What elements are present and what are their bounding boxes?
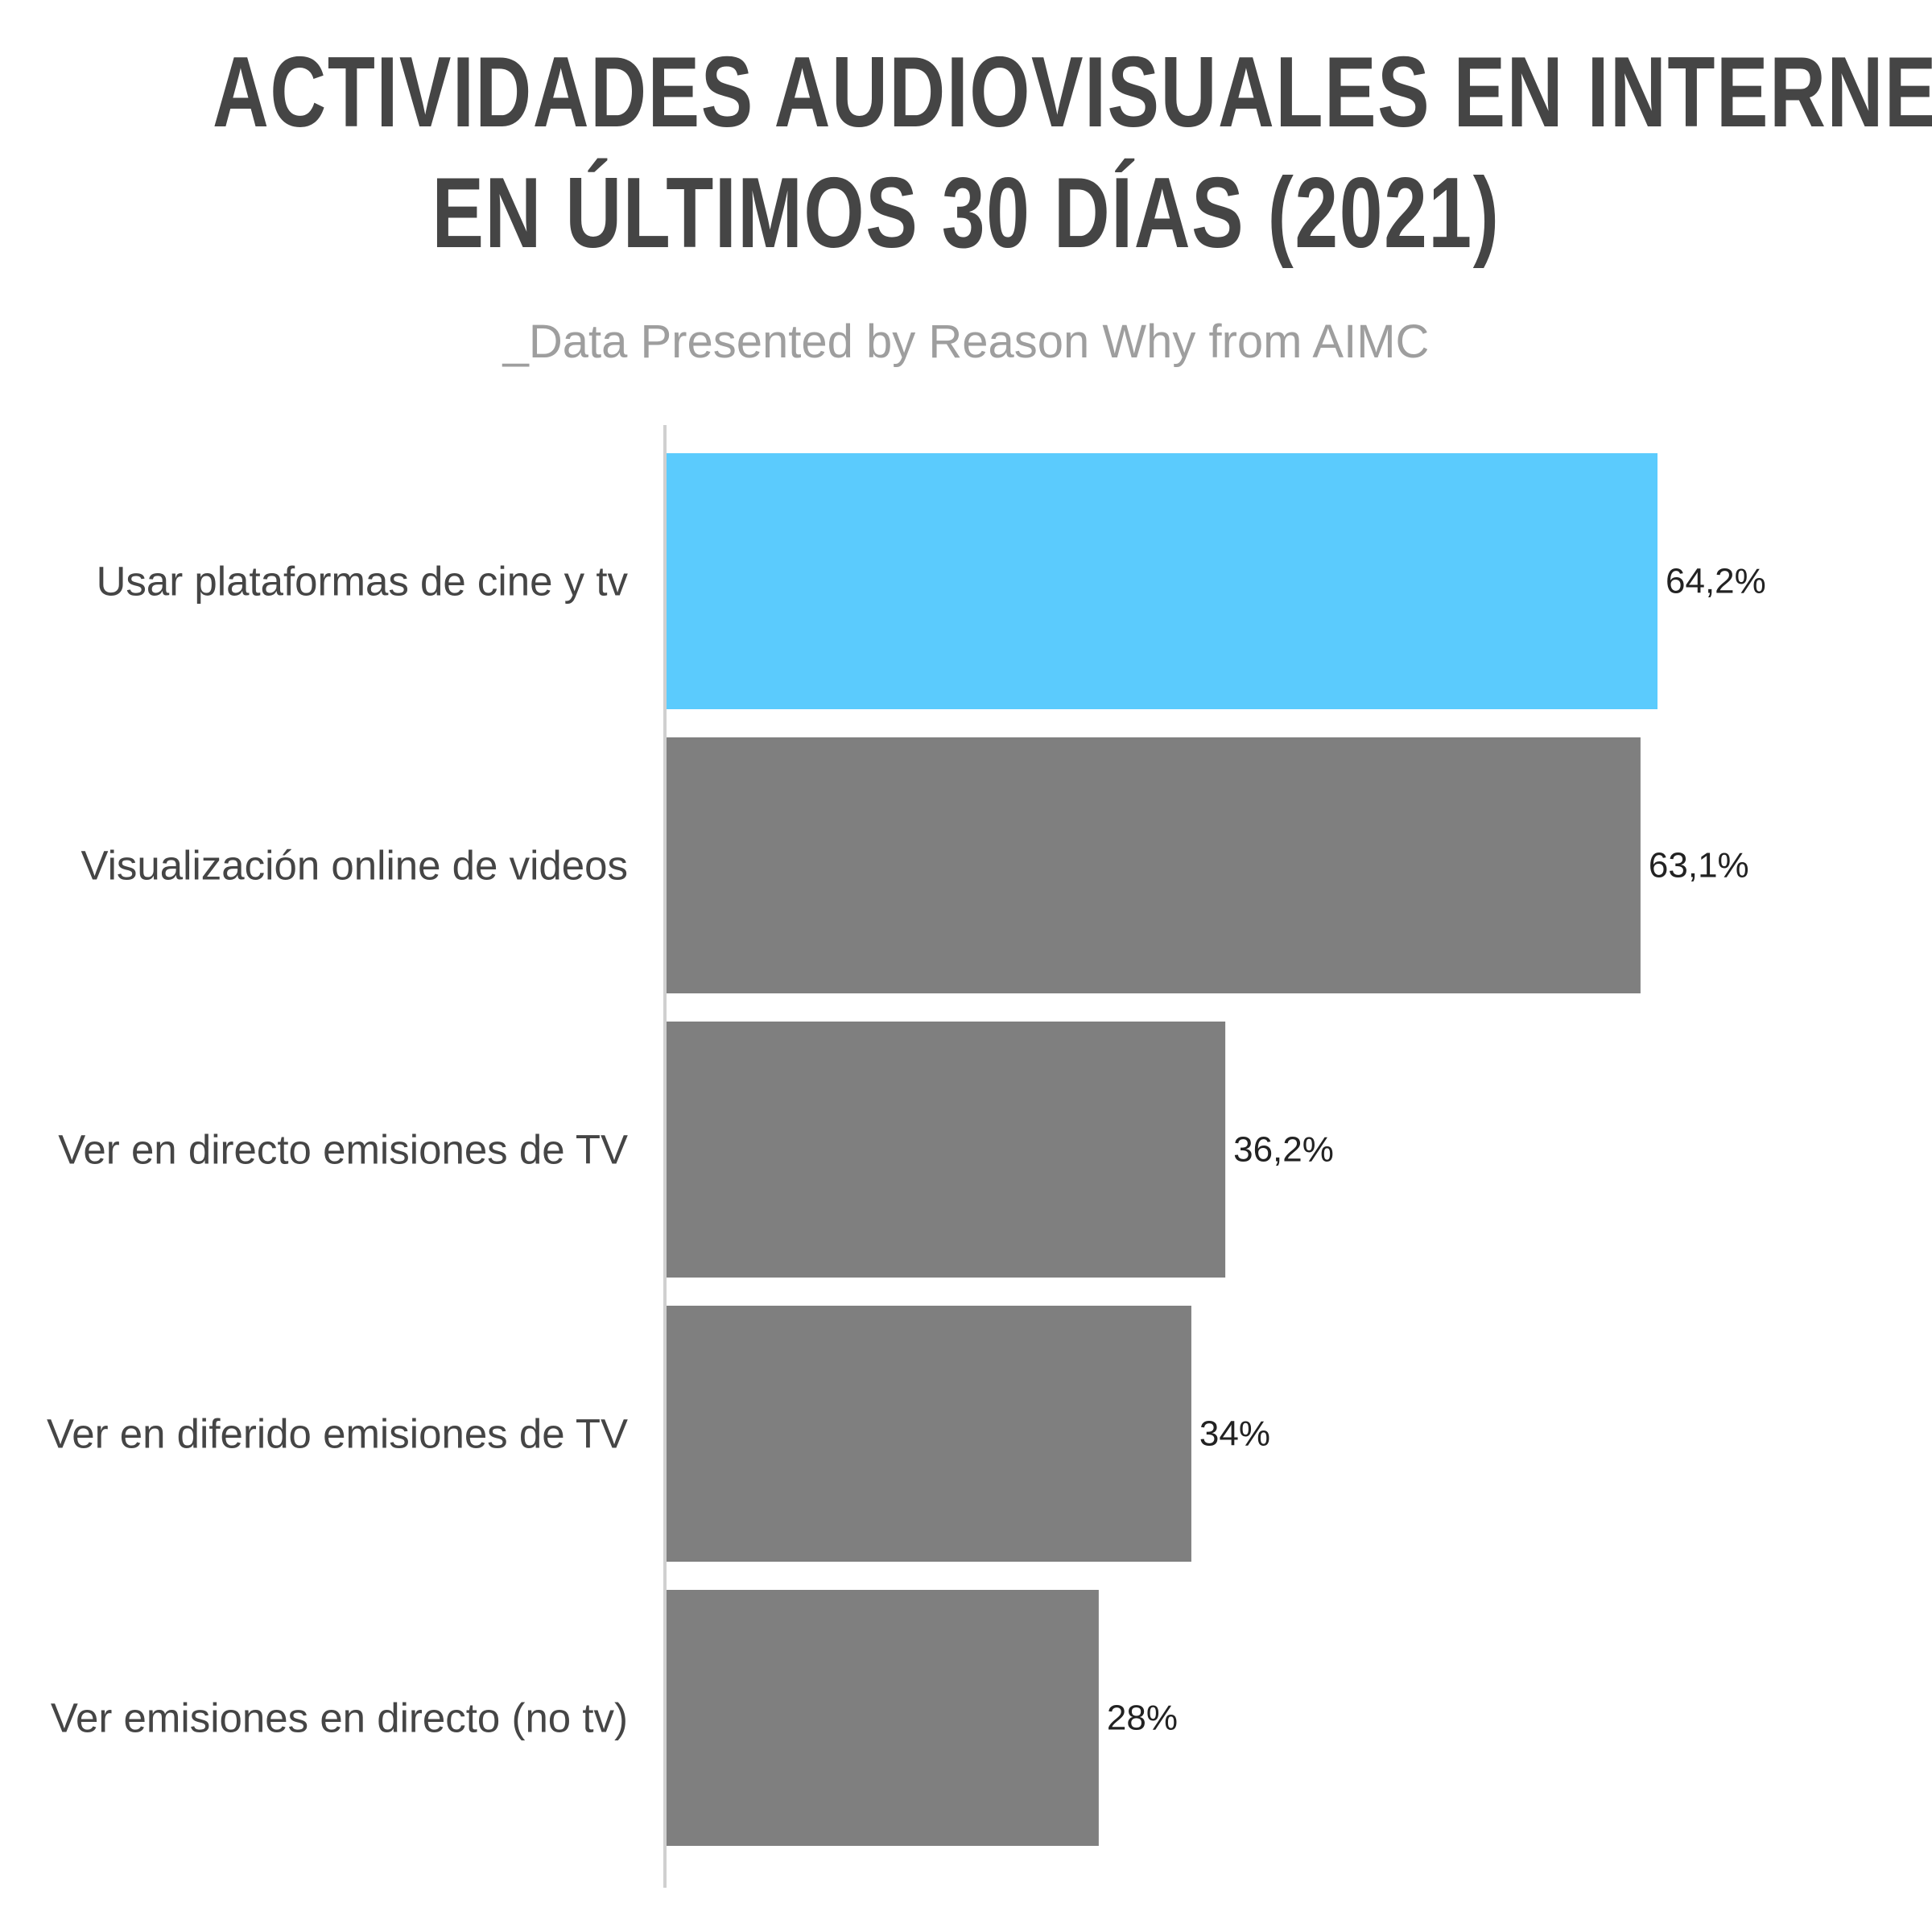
value-label: 34% xyxy=(1199,1414,1270,1454)
category-label: Visualización online de videos xyxy=(80,843,628,889)
bar xyxy=(667,737,1641,993)
chart-title-line-1: ACTIVIDADES AUDIOVISUALES EN INTERNET xyxy=(213,37,1932,148)
value-label: 36,2% xyxy=(1233,1130,1334,1170)
category-label: Ver en diferido emisiones de TV xyxy=(47,1411,628,1457)
category-label: Ver emisiones en directo (no tv) xyxy=(51,1695,628,1741)
bar xyxy=(667,1022,1226,1278)
bar xyxy=(667,1590,1099,1846)
chart-subtitle: _Data Presented by Reason Why from AIMC xyxy=(502,316,1430,368)
category-label: Ver en directo emisiones de TV xyxy=(58,1127,628,1173)
bar xyxy=(667,453,1657,709)
labels-group: Usar plataformas de cine y tv 64,2% Visual… xyxy=(47,559,1766,1741)
chart-title: ACTIVIDADES AUDIOVISUALES EN INTERNET EN… xyxy=(213,32,1932,274)
value-label: 28% xyxy=(1107,1699,1178,1738)
category-label: Usar plataformas de cine y tv xyxy=(97,559,629,605)
chart-title-line-2: EN ÚLTIMOS 30 DÍAS (2021) xyxy=(431,158,1501,269)
bar xyxy=(667,1306,1191,1562)
value-label: 64,2% xyxy=(1666,562,1766,601)
value-label: 63,1% xyxy=(1649,846,1749,886)
bars-group xyxy=(667,453,1657,1846)
